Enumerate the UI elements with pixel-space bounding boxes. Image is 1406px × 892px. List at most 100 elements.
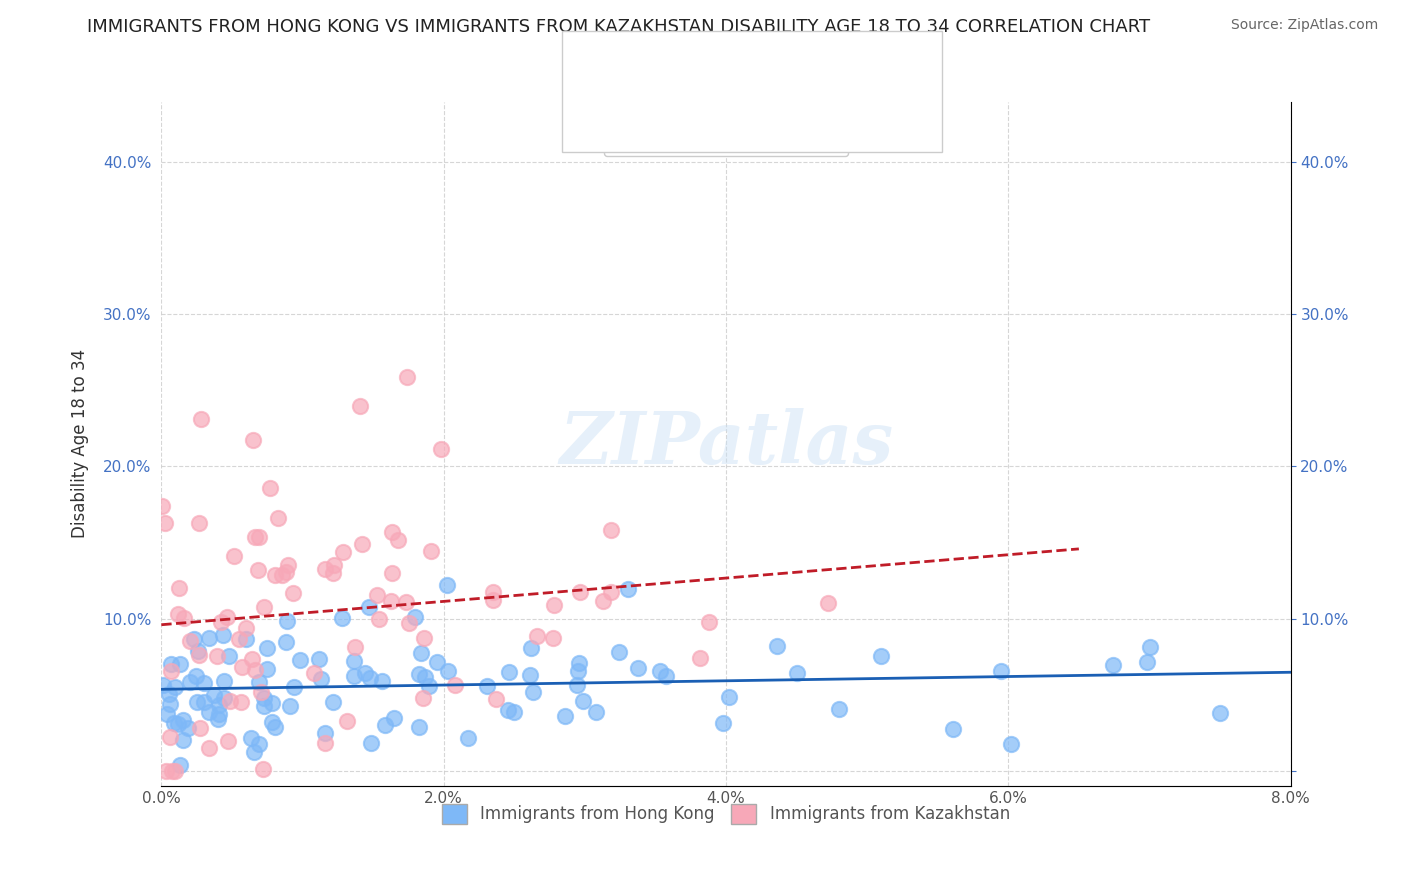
Point	[592, 594, 614, 608]
Point	[567, 665, 589, 679]
Point	[349, 399, 371, 413]
Point	[281, 586, 304, 600]
Point	[522, 685, 544, 699]
Point	[718, 690, 741, 704]
Point	[256, 640, 278, 655]
Point	[212, 691, 235, 706]
Point	[224, 549, 246, 564]
Point	[519, 668, 541, 682]
Point	[330, 611, 353, 625]
Point	[163, 716, 186, 731]
Point	[437, 664, 460, 678]
Point	[571, 694, 593, 708]
Point	[165, 764, 187, 778]
Point	[243, 530, 266, 544]
Point	[247, 530, 270, 544]
Point	[627, 660, 650, 674]
Point	[654, 669, 676, 683]
Point	[498, 665, 520, 679]
Point	[359, 671, 381, 685]
Point	[245, 663, 267, 677]
Point	[169, 657, 191, 672]
Point	[187, 643, 209, 657]
Point	[367, 612, 389, 626]
Point	[352, 537, 374, 551]
Point	[290, 653, 312, 667]
Point	[648, 665, 671, 679]
Point	[374, 718, 396, 732]
Point	[1136, 656, 1159, 670]
Point	[188, 722, 211, 736]
Point	[267, 511, 290, 525]
Point	[198, 631, 221, 645]
Point	[503, 706, 526, 720]
Point	[1209, 706, 1232, 721]
Point	[568, 656, 591, 670]
Point	[426, 655, 449, 669]
Point	[1102, 657, 1125, 672]
Point	[482, 593, 505, 607]
Point	[173, 610, 195, 624]
Point	[332, 545, 354, 559]
Point	[259, 482, 281, 496]
Point	[160, 657, 183, 672]
Point	[202, 689, 225, 703]
Point	[247, 674, 270, 689]
Point	[475, 679, 498, 693]
Point	[209, 615, 232, 629]
Point	[314, 562, 336, 576]
Point	[371, 673, 394, 688]
Point	[412, 690, 434, 705]
Point	[436, 577, 458, 591]
Point	[208, 706, 231, 721]
Point	[235, 621, 257, 635]
Point	[381, 524, 404, 539]
Point	[256, 662, 278, 676]
Point	[188, 516, 211, 530]
Point	[277, 558, 299, 573]
Point	[274, 565, 297, 579]
Point	[412, 632, 434, 646]
Point	[193, 676, 215, 690]
Point	[157, 686, 180, 700]
Point	[263, 568, 285, 582]
Point	[342, 669, 364, 683]
Point	[253, 599, 276, 614]
Point	[152, 678, 174, 692]
Point	[172, 713, 194, 727]
Point	[569, 585, 592, 599]
Point	[617, 582, 640, 596]
Y-axis label: Disability Age 18 to 34: Disability Age 18 to 34	[72, 349, 89, 538]
Point	[541, 631, 564, 645]
Point	[246, 563, 269, 577]
Point	[344, 640, 367, 654]
Point	[228, 632, 250, 646]
Point	[156, 706, 179, 721]
Point	[322, 695, 344, 709]
Point	[179, 634, 201, 648]
Point	[198, 705, 221, 719]
Point	[711, 715, 734, 730]
Point	[766, 639, 789, 653]
Point	[278, 699, 301, 714]
Point	[314, 736, 336, 750]
Point	[322, 566, 344, 581]
Point	[207, 712, 229, 726]
Point	[207, 698, 229, 712]
Point	[567, 678, 589, 692]
Point	[243, 745, 266, 759]
Point	[543, 598, 565, 612]
Point	[183, 632, 205, 646]
Point	[283, 680, 305, 694]
Point	[817, 596, 839, 610]
Point	[395, 369, 418, 384]
Point	[242, 433, 264, 447]
Point	[205, 649, 228, 664]
Point	[398, 616, 420, 631]
Point	[159, 731, 181, 745]
Point	[271, 567, 294, 582]
Point	[382, 711, 405, 725]
Text: IMMIGRANTS FROM HONG KONG VS IMMIGRANTS FROM KAZAKHSTAN DISABILITY AGE 18 TO 34 : IMMIGRANTS FROM HONG KONG VS IMMIGRANTS …	[87, 18, 1150, 36]
Point	[786, 666, 808, 681]
Point	[990, 664, 1012, 678]
